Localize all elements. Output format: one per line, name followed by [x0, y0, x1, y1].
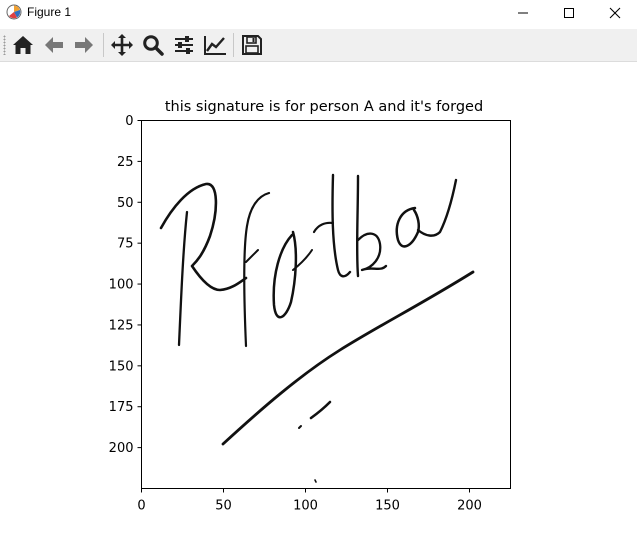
- zoom-button[interactable]: [139, 32, 167, 58]
- x-tick-label: 200: [457, 499, 482, 514]
- floppy-disk-icon: [242, 35, 262, 55]
- y-tick-label: 175: [109, 400, 134, 415]
- navigation-toolbar: [0, 29, 637, 62]
- x-tick-label: 50: [215, 499, 232, 514]
- axes-frame: [141, 120, 511, 489]
- line-chart-icon: [204, 36, 226, 55]
- pan-button[interactable]: [108, 32, 136, 58]
- y-tick-label: 125: [109, 318, 134, 333]
- home-button[interactable]: [9, 32, 37, 58]
- move-icon: [111, 34, 133, 56]
- x-axis: 0 50 100 150 200: [137, 488, 482, 514]
- toolbar-separator: [103, 33, 104, 57]
- toolbar-separator: [233, 33, 234, 57]
- figure-canvas[interactable]: this signature is for person A and it's …: [0, 62, 637, 542]
- figure-svg[interactable]: this signature is for person A and it's …: [0, 62, 637, 542]
- save-button[interactable]: [238, 32, 266, 58]
- arrow-left-icon: [45, 37, 63, 53]
- y-tick-label: 25: [117, 155, 134, 170]
- y-axis: 0 25 50 75 100 125 150 175 200: [109, 114, 142, 456]
- y-tick-label: 200: [109, 441, 134, 456]
- y-tick-label: 150: [109, 359, 134, 374]
- maximize-icon: [564, 8, 574, 18]
- matplotlib-app-icon: [6, 4, 22, 20]
- plot-title: this signature is for person A and it's …: [165, 99, 483, 115]
- magnifier-icon: [143, 35, 164, 56]
- y-tick-label: 50: [117, 196, 134, 211]
- y-tick-label: 0: [125, 114, 133, 129]
- home-icon: [13, 36, 33, 54]
- back-button[interactable]: [40, 32, 68, 58]
- x-tick-label: 150: [375, 499, 400, 514]
- close-icon: [609, 7, 621, 19]
- close-button[interactable]: [592, 0, 637, 26]
- arrow-right-icon: [75, 37, 93, 53]
- configure-subplots-button[interactable]: [170, 32, 198, 58]
- forward-button[interactable]: [70, 32, 98, 58]
- window-titlebar: Figure 1: [0, 0, 637, 26]
- y-tick-label: 75: [117, 237, 134, 252]
- x-tick-label: 0: [137, 499, 145, 514]
- minimize-icon: [518, 12, 528, 14]
- y-tick-label: 100: [109, 278, 134, 293]
- edit-axis-button[interactable]: [201, 32, 229, 58]
- sliders-icon: [175, 36, 193, 54]
- minimize-button[interactable]: [500, 0, 546, 26]
- maximize-button[interactable]: [546, 0, 592, 26]
- x-tick-label: 100: [293, 499, 318, 514]
- toolbar-grip[interactable]: [3, 35, 6, 55]
- window-title: Figure 1: [27, 5, 72, 19]
- signature-image: [159, 173, 475, 483]
